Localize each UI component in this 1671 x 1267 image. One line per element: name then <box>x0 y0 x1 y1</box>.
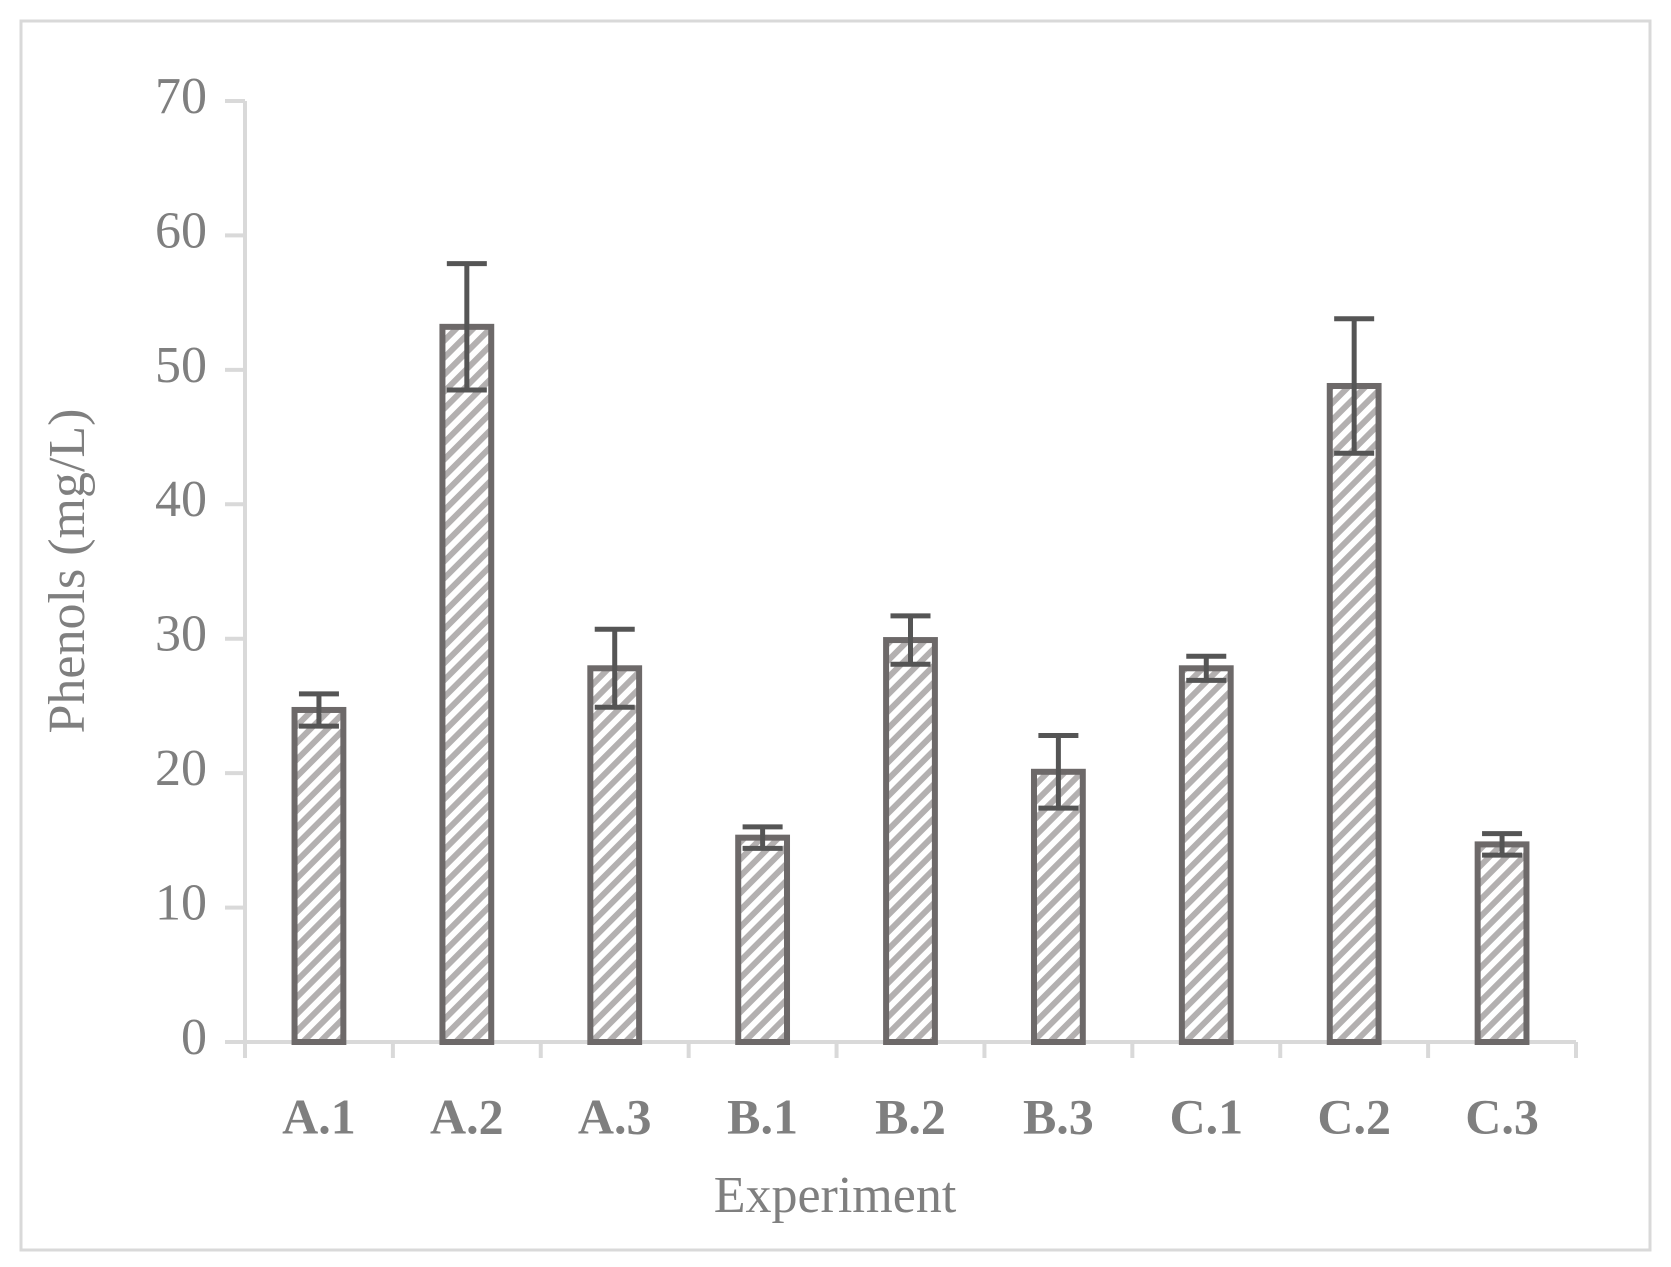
error-bar <box>1334 316 1375 456</box>
bar <box>1474 841 1530 1046</box>
y-tick-label: 70 <box>155 68 207 125</box>
y-tick-label: 20 <box>155 740 207 797</box>
x-tick-label: B.1 <box>727 1088 798 1144</box>
y-tick-label: 50 <box>155 337 207 394</box>
bar <box>439 323 495 1045</box>
error-bar <box>446 261 487 393</box>
y-tick-label: 30 <box>155 606 207 663</box>
x-tick-label: C.3 <box>1465 1088 1539 1144</box>
x-tick-label: A.2 <box>430 1088 504 1144</box>
x-axis-title: Experiment <box>714 1167 957 1224</box>
y-tick-label: 60 <box>155 202 207 259</box>
bar <box>291 706 347 1045</box>
error-bar <box>1186 653 1227 683</box>
x-tick-label: A.1 <box>282 1088 356 1144</box>
y-tick-label: 10 <box>155 875 207 932</box>
bar <box>1326 382 1382 1045</box>
error-bar <box>1038 733 1079 811</box>
chart-border <box>19 19 1652 1252</box>
bar <box>1178 665 1234 1045</box>
x-tick-label: B.3 <box>1023 1088 1094 1144</box>
error-bar <box>1482 831 1523 858</box>
error-bar <box>594 626 635 710</box>
bar <box>587 665 643 1045</box>
error-bar <box>298 691 339 729</box>
bar <box>1030 768 1086 1045</box>
y-tick-label: 0 <box>181 1009 207 1066</box>
x-tick-label: B.2 <box>875 1088 946 1144</box>
x-tick-label: A.3 <box>578 1088 652 1144</box>
x-tick-label: C.1 <box>1169 1088 1243 1144</box>
bar <box>735 834 791 1045</box>
x-tick-label: C.2 <box>1317 1088 1391 1144</box>
bar <box>883 637 938 1046</box>
y-axis-title: Phenols (mg/L) <box>39 409 96 734</box>
error-bar <box>890 613 931 667</box>
y-tick-label: 40 <box>155 471 207 528</box>
error-bar <box>742 824 783 851</box>
